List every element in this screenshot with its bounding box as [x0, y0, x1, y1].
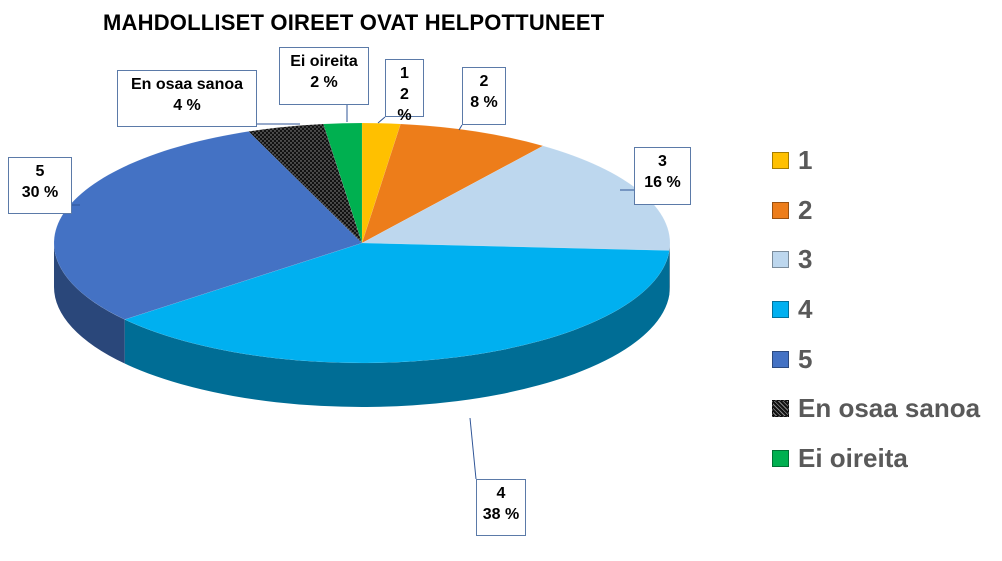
data-label-value: 38 % [482, 506, 520, 523]
legend-swatch [772, 350, 789, 368]
pie-slice [323, 122, 363, 244]
legend-label: Ei oireita [798, 442, 908, 473]
legend-label: En osaa sanoa [798, 393, 981, 424]
legend-item: 2 [772, 186, 980, 236]
chart-title: MAHDOLLISET OIREET OVAT HELPOTTUNEET [103, 10, 605, 35]
legend-item: Ei oireita [772, 434, 980, 484]
data-label-category: Ei oireita [290, 53, 358, 70]
legend-swatch [772, 201, 789, 219]
leader-line [469, 417, 477, 480]
legend-item: 5 [772, 334, 980, 384]
data-label-value: 4 % [173, 97, 201, 114]
data-label: 4 38 % [476, 479, 526, 536]
pie-slice-side [54, 243, 125, 364]
legend-label: 5 [798, 343, 813, 374]
legend-label: 1 [798, 145, 813, 176]
data-label: En osaa sanoa 4 % [117, 70, 257, 127]
legend-item: 4 [772, 285, 980, 335]
legend-item: 3 [772, 235, 980, 285]
legend: 1 2 3 4 5 En osaa sanoa Ei oireita [772, 136, 980, 483]
pie-slice [361, 123, 544, 244]
data-label-value: 30 % [21, 184, 59, 201]
data-label-value: 2 % [397, 86, 412, 124]
legend-item: En osaa sanoa [772, 384, 980, 434]
legend-swatch [772, 152, 789, 170]
legend-label: 3 [798, 244, 813, 275]
pie-slice-side [669, 243, 670, 295]
data-label-value: 2 % [310, 74, 338, 91]
legend-label: 4 [798, 294, 813, 325]
data-label-category: 5 [35, 163, 45, 180]
data-label: 3 16 % [634, 147, 691, 205]
data-label-category: 4 [496, 485, 506, 502]
legend-swatch [772, 301, 789, 319]
data-label-category: 3 [658, 153, 667, 170]
legend-swatch [772, 449, 789, 467]
data-label-value: 8 % [470, 94, 498, 111]
leader-line [458, 124, 463, 131]
data-label-category: 1 [400, 65, 409, 82]
data-label-value: 16 % [644, 174, 681, 191]
pie-slice [361, 122, 401, 244]
legend-swatch [772, 400, 789, 418]
pie-slice [124, 242, 670, 364]
legend-swatch [772, 251, 789, 269]
legend-item: 1 [772, 136, 980, 186]
legend-label: 2 [798, 194, 813, 225]
data-label-category: 2 [479, 73, 489, 90]
data-label: Ei oireita 2 % [279, 47, 369, 105]
pie-slice [248, 123, 363, 244]
pie-slice-side [124, 250, 670, 408]
data-label: 5 30 % [8, 157, 72, 214]
leader-line [377, 116, 386, 124]
data-label-category: En osaa sanoa [130, 76, 244, 93]
